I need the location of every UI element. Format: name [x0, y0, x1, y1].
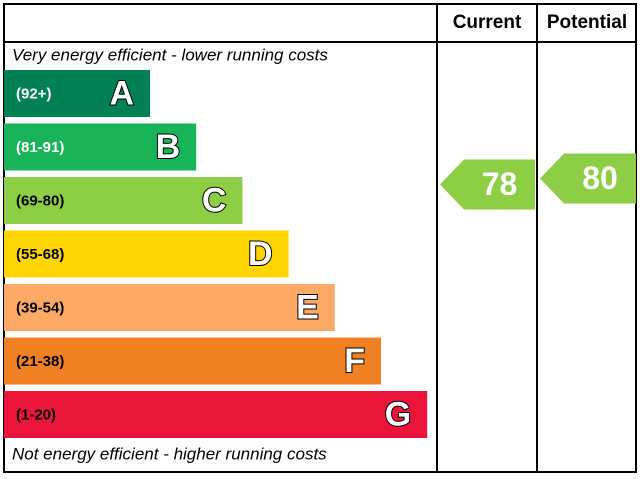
band-range: (39-54) [16, 299, 64, 316]
band-bar [4, 230, 289, 278]
band-range: (1-20) [16, 406, 56, 423]
header: Current [453, 12, 522, 33]
band-range: (69-80) [16, 192, 64, 209]
band-letter: A [109, 74, 134, 112]
top-note: Very energy efficient - lower running co… [12, 45, 328, 64]
rating-arrow [540, 153, 636, 204]
band-range: (92+) [16, 85, 51, 102]
bottom-note: Not energy efficient - higher running co… [12, 444, 327, 463]
band-bar [4, 391, 428, 438]
band-letter: F [344, 342, 365, 380]
band-bar [4, 337, 381, 385]
band-bar [4, 123, 197, 171]
band-letter: E [296, 288, 319, 326]
band-letter: G [385, 395, 411, 433]
band-letter: D [248, 235, 273, 273]
band-range: (81-91) [16, 139, 64, 156]
band-bar [4, 70, 150, 117]
band-range: (21-38) [16, 353, 64, 370]
band-letter: B [156, 128, 181, 166]
band-range: (55-68) [16, 246, 64, 263]
header: Potential [547, 12, 627, 33]
rating-value: 80 [582, 160, 618, 196]
band-letter: C [202, 181, 227, 219]
rating-arrow [440, 159, 535, 210]
band-bar [4, 177, 243, 224]
rating-value: 78 [482, 166, 518, 202]
band-bar [4, 284, 335, 331]
